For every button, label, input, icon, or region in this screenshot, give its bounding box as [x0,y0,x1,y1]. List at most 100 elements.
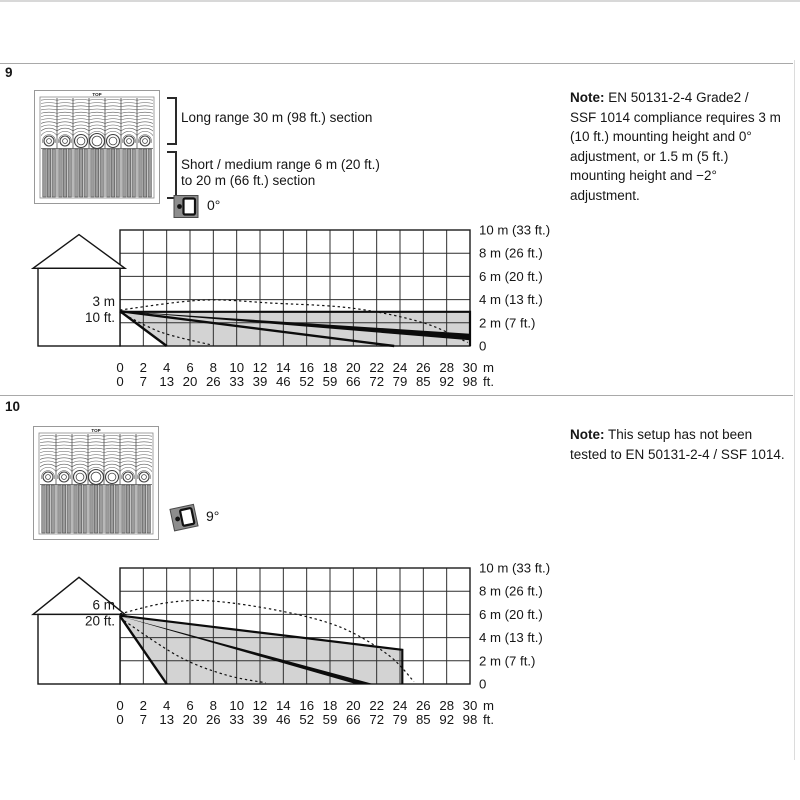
lens-arc [57,115,73,117]
lens-center-circle-inner [107,472,117,482]
x-tick-feet: 13 [159,712,174,727]
x-tick-feet: 59 [323,374,338,389]
lens-arc [121,118,137,121]
x-tick-feet: 72 [369,374,384,389]
detection-zone-border [120,310,472,346]
lens-stripe [78,484,83,534]
x-tick-feet: 0 [116,374,123,389]
x-tick-meters: 22 [369,698,384,713]
lens-arc [72,441,88,444]
x-tick-meters: 4 [163,698,170,713]
lens-arc [88,447,104,450]
lens-arc [121,121,137,124]
x-tick-feet: 33 [229,374,244,389]
lens-arc [88,438,104,440]
lens-arc [105,127,121,132]
y-axis-label: 2 m (7 ft.) [479,315,535,330]
lens-stripe [51,148,56,198]
lens-arc [57,111,73,114]
lens-center-circle-inner [75,472,85,482]
lens-stripe [50,484,55,534]
house-wall [37,613,121,685]
lens-arc [136,441,152,444]
note-line: Note: This setup has not been [570,427,753,442]
lens-stripe [90,148,95,198]
lens-arc [89,124,105,128]
x-tick-meters: 24 [393,360,408,375]
lens-inner-border [38,432,154,535]
house-wall [37,267,121,347]
lens-center-circle-inner [45,474,51,480]
lens-arc [104,463,120,468]
lens-arc [72,454,88,457]
lens-arc [137,124,153,128]
lens-arc [57,118,73,121]
lens-arc [137,102,153,104]
lens-arc [58,134,72,143]
x-tick-feet: 98 [463,712,478,727]
lens-arc [122,134,136,143]
x-tick-feet: 20 [183,374,198,389]
lens-arc [89,121,105,124]
note-block: Note: EN 50131-2-4 Grade2 / SSF 1014 com… [570,88,800,205]
lens-arc [121,108,137,111]
lens-arc [88,435,104,437]
x-tick-feet: 26 [206,712,221,727]
x-tick-meters: 2 [140,360,147,375]
lens-arc [73,127,89,132]
detection-zone-border [119,614,404,684]
x-tick-feet: 52 [299,374,314,389]
lens-stripe [114,484,119,534]
lens-arc [57,99,73,101]
lens-stripe [142,484,147,534]
lens-stripe [83,148,88,198]
x-tick-meters: 20 [346,698,361,713]
lens-arc [104,454,120,457]
note-line: adjustment. [570,187,640,203]
x-tick-meters: 16 [299,360,314,375]
lens-arc-column [56,435,72,479]
lens-arc [105,102,121,104]
sensor-lens-window [179,507,196,527]
lens-center-circle-inner [76,136,86,146]
lens-arc [57,127,73,132]
dashed-coverage-boundary [119,599,415,683]
x-tick-meters: 16 [299,698,314,713]
x-tick-feet: 0 [116,712,123,727]
lens-arc [120,438,136,440]
lens-center-circle-inner [91,135,103,147]
lens-arc [57,124,73,128]
x-tick-feet: 7 [140,374,147,389]
lens-arc [136,460,152,464]
y-axis-label: 10 m (33 ft.) [479,223,550,238]
lens-arc [121,124,137,128]
lens-arc [136,463,152,468]
lens-arc [73,118,89,121]
short-range-label-line1: Short / medium range 6 m (20 ft.) [181,157,380,172]
lens-arc-column [120,435,136,479]
x-tick-feet: 39 [253,374,268,389]
lens-arc [104,451,120,453]
lens-stripe [121,484,126,534]
x-axis-unit-feet: ft. [483,712,494,727]
lens-top-label: TOP [91,428,100,433]
x-tick-meters: 8 [210,360,217,375]
x-tick-feet: 85 [416,374,431,389]
lens-arc [56,454,72,457]
lens-arc [41,115,57,117]
lens-stripe [105,484,110,534]
lens-arc [56,451,72,453]
lens-stripe [74,148,79,198]
lens-arc [120,454,136,457]
lens-arc [104,467,120,473]
lens-stripe [143,148,148,198]
x-tick-feet: 85 [416,712,431,727]
lens-pattern-image: TOP [33,426,159,540]
lens-center-circle-inner [62,138,68,144]
lens-arc [73,105,89,108]
lens-arc [121,99,137,101]
x-axis-unit-meters: m [483,360,494,375]
lens-arc [89,99,105,101]
lens-center-circle-inner [108,136,118,146]
lens-inner-border [39,96,155,199]
